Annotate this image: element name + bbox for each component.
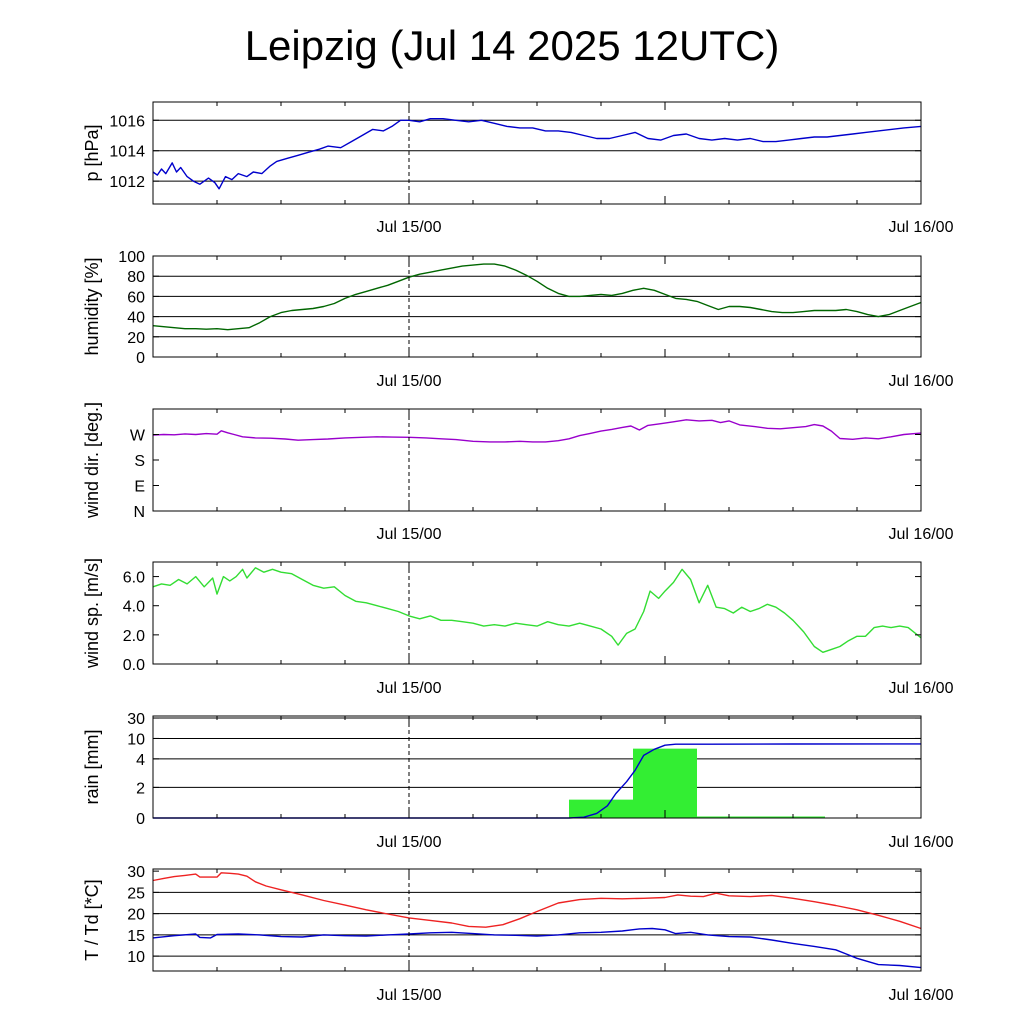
y-tick-label: 0 <box>136 350 145 367</box>
x-tick-label: Jul 16/00 <box>889 219 954 236</box>
series-line-1 <box>152 263 922 331</box>
x-tick-label: Jul 16/00 <box>889 680 954 697</box>
y-tick-label: 0.0 <box>123 657 145 674</box>
y-tick-label: 0 <box>136 811 145 828</box>
chart-title: Leipzig (Jul 14 2025 12UTC) <box>244 22 780 69</box>
y-axis-label: p [hPa] <box>82 124 102 181</box>
rain-bar <box>633 748 697 818</box>
panel-frame <box>152 101 922 205</box>
series-line-1 <box>152 118 922 190</box>
series-line-1 <box>153 743 922 819</box>
y-tick-label: 15 <box>127 928 145 945</box>
y-tick-label: 30 <box>127 711 145 728</box>
panel-frame <box>152 408 922 512</box>
y-tick-label: 40 <box>127 310 145 327</box>
y-axis-label: rain [mm] <box>82 729 102 804</box>
y-tick-label: 4.0 <box>123 599 145 616</box>
x-tick-label: Jul 16/00 <box>889 373 954 390</box>
x-tick-label: Jul 16/00 <box>889 834 954 851</box>
y-axis-label: wind dir. [deg.] <box>82 402 102 519</box>
y-tick-label: 1016 <box>109 113 145 130</box>
y-tick-label: N <box>133 504 145 521</box>
y-tick-label: 60 <box>127 289 145 306</box>
y-axis-label: T / Td [*C] <box>82 879 102 960</box>
y-axis-label: wind sp. [m/s] <box>82 558 102 669</box>
y-tick-label: 2 <box>136 780 145 797</box>
y-tick-label: 4 <box>136 752 145 769</box>
y-tick-label: 1014 <box>109 144 145 161</box>
panel-frame <box>152 715 922 819</box>
y-tick-label: 20 <box>127 907 145 924</box>
x-tick-label: Jul 15/00 <box>377 987 442 1004</box>
y-tick-label: W <box>130 428 146 445</box>
y-tick-label: 2.0 <box>123 628 145 645</box>
panel-frame <box>152 255 922 358</box>
panel-frame <box>152 561 922 665</box>
x-tick-label: Jul 15/00 <box>377 834 442 851</box>
rain-bar <box>569 799 633 818</box>
y-tick-label: 20 <box>127 330 145 347</box>
y-tick-label: E <box>134 479 145 496</box>
series-line-2 <box>152 927 922 969</box>
y-tick-label: 10 <box>127 949 145 966</box>
y-tick-label: 10 <box>127 731 145 748</box>
y-tick-label: 25 <box>127 885 145 902</box>
y-tick-label: 30 <box>127 864 145 881</box>
x-tick-label: Jul 15/00 <box>377 219 442 236</box>
x-tick-label: Jul 16/00 <box>889 526 954 543</box>
y-tick-label: 1012 <box>109 174 145 191</box>
series-line-1 <box>152 872 922 930</box>
series-line-1 <box>152 419 922 443</box>
x-tick-label: Jul 16/00 <box>889 987 954 1004</box>
y-axis-label: humidity [%] <box>82 257 102 355</box>
y-tick-label: 6.0 <box>123 570 145 587</box>
x-tick-label: Jul 15/00 <box>377 526 442 543</box>
rain-bar <box>697 816 825 818</box>
series-line-1 <box>152 567 922 653</box>
y-tick-label: S <box>134 453 145 470</box>
x-tick-label: Jul 15/00 <box>377 373 442 390</box>
y-tick-label: 80 <box>127 269 145 286</box>
x-tick-label: Jul 15/00 <box>377 680 442 697</box>
y-tick-label: 100 <box>118 249 145 266</box>
